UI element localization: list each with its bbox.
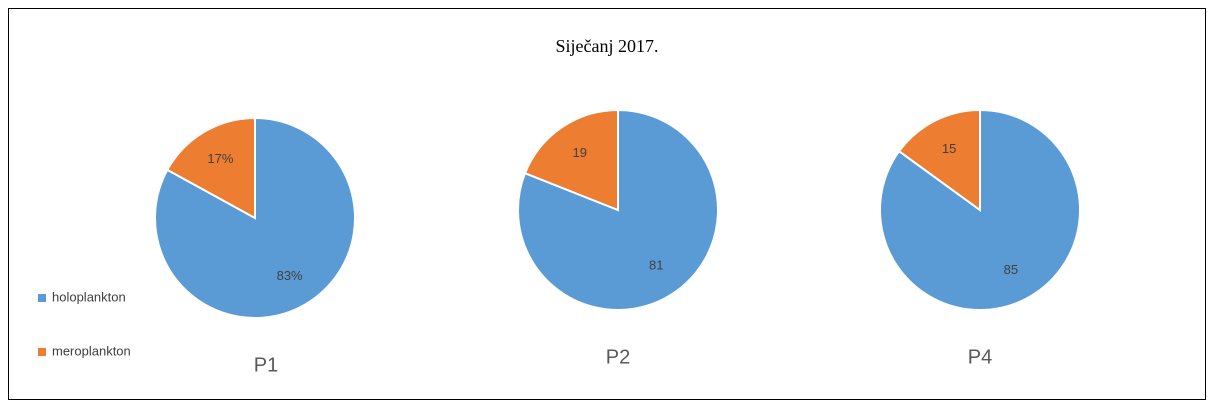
pie-title: P1 xyxy=(254,354,278,376)
chart-title: Siječanj 2017. xyxy=(556,36,659,56)
pie-title: P4 xyxy=(968,346,992,368)
data-label: 19 xyxy=(573,145,587,160)
legend-swatch xyxy=(38,348,46,356)
data-label: 85 xyxy=(1004,262,1018,277)
pie-title: P2 xyxy=(606,346,630,368)
pie-slice xyxy=(166,116,256,220)
data-label: 15 xyxy=(942,141,956,156)
data-label: 17% xyxy=(207,151,233,166)
legend-label: meroplankton xyxy=(52,343,131,358)
data-label: 81 xyxy=(649,258,663,273)
data-label: 83% xyxy=(277,268,303,283)
legend-swatch xyxy=(38,294,46,302)
pie-slice xyxy=(897,108,981,212)
pie-slice xyxy=(523,108,619,212)
legend-label: holoplankton xyxy=(52,289,126,304)
